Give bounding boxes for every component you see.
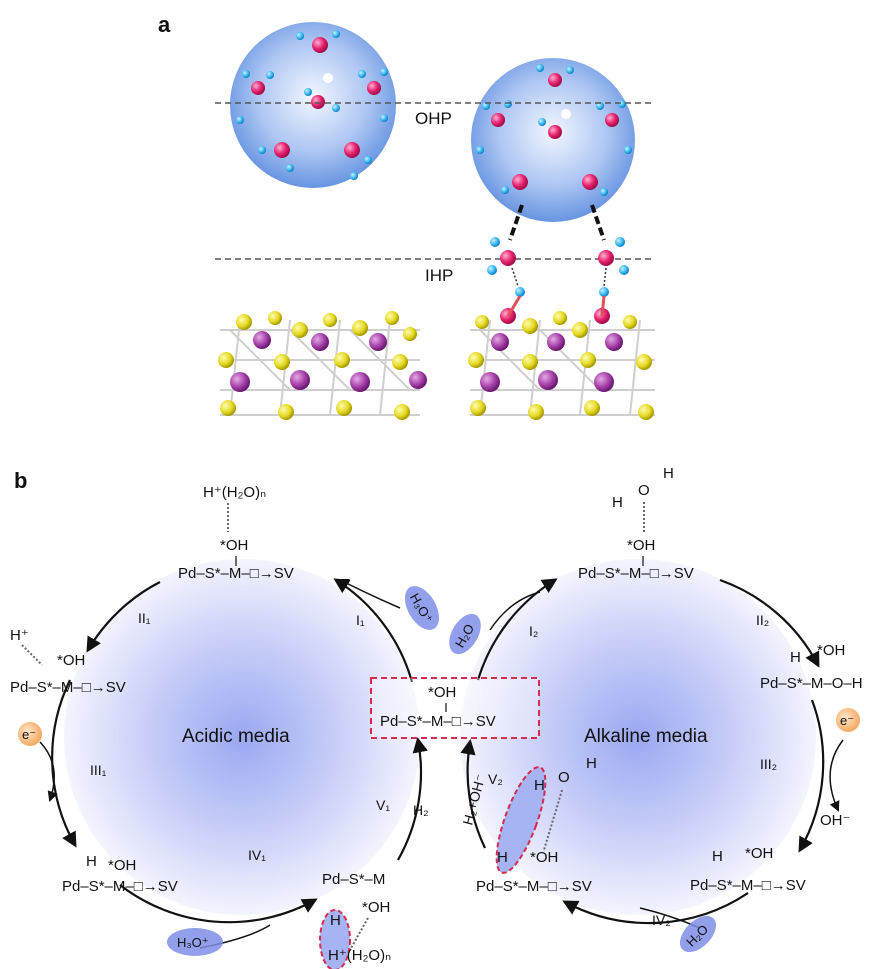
- alkaline-right-state: Pd–S*–M–O–H: [760, 675, 863, 692]
- acidic-left-hplus: H⁺: [10, 627, 29, 644]
- h-transfer-highlight: [319, 909, 351, 969]
- acidic-step-H2: H₂: [413, 802, 429, 818]
- svg-text:e⁻: e⁻: [840, 713, 854, 728]
- alkaline-arc-II: [719, 578, 820, 668]
- alkaline-step-I: I₂: [529, 623, 538, 639]
- alkaline-water-o: O: [638, 482, 650, 499]
- acidic-bottom-state: Pd–S*–M–□→SV: [62, 878, 178, 895]
- acidic-step-III: III₁: [90, 762, 107, 778]
- acidic-reagent-top: H₃O⁺: [404, 586, 440, 630]
- acidic-br-oh: *OH: [362, 899, 390, 916]
- alkaline-arc-III: [798, 699, 825, 853]
- alkaline-bl-oh: *OH: [530, 849, 558, 866]
- center-oh: *OH: [428, 684, 456, 701]
- alkaline-top-oh: *OH: [627, 537, 655, 554]
- catalyst-lattice-left: [220, 319, 420, 416]
- alkaline-arc-I: [476, 578, 558, 681]
- acidic-arc-IV: [119, 884, 318, 924]
- alkaline-bl-h3: H: [497, 849, 508, 866]
- panel-a-label: a: [158, 12, 171, 37]
- acidic-electron-badge: e⁻: [18, 722, 42, 746]
- acidic-h3o-input-arrow: [338, 579, 401, 609]
- hydrogen-bond: [508, 204, 524, 241]
- adsorbed-water: [487, 237, 629, 324]
- acidic-bottom-oh: *OH: [108, 857, 136, 874]
- alkaline-bottom-state: Pd–S*–M–□→SV: [690, 877, 806, 894]
- alkaline-h2o-arrow: [489, 591, 541, 631]
- alkaline-step-II: II₂: [756, 612, 769, 628]
- acidic-electron-arrow: [39, 741, 58, 802]
- alkaline-step-IV: IV₂: [652, 912, 671, 928]
- alkaline-step-III: III₂: [760, 756, 777, 772]
- alkaline-right-oh: *OH: [817, 642, 845, 659]
- svg-text:e⁻: e⁻: [22, 727, 36, 742]
- acidic-br-h: H: [330, 912, 341, 929]
- acidic-left-oh: *OH: [57, 652, 85, 669]
- acidic-br-state: Pd–S*–M: [322, 871, 385, 888]
- alkaline-arc-V: [460, 738, 486, 849]
- h-transfer-highlight: [495, 766, 547, 874]
- alkaline-step-V: V₂: [488, 771, 503, 787]
- alkaline-bl-o: O: [558, 769, 570, 786]
- alkaline-top-state: Pd–S*–M–□→SV: [578, 565, 694, 582]
- acidic-br-hydronium: H⁺(H₂O)ₙ: [328, 947, 391, 964]
- alkaline-right-h: H: [790, 649, 801, 666]
- acidic-step-I: I₁: [356, 612, 365, 628]
- hydrogen-bond: [590, 204, 606, 241]
- acidic-arc-V: [397, 736, 428, 861]
- alkaline-bl-state: Pd–S*–M–□→SV: [476, 878, 592, 895]
- alkaline-oh-minus: OH⁻: [820, 812, 850, 829]
- ohp-label: OHP: [415, 109, 452, 128]
- acidic-reagent-bottom: H₃O⁺: [167, 928, 223, 956]
- acidic-arc-II: [86, 581, 161, 653]
- lattice-atoms-left: [218, 311, 427, 420]
- water-molecules-right: [476, 64, 632, 196]
- hydrated-cation-right: [471, 58, 635, 222]
- alkaline-water-h2: H: [663, 465, 674, 482]
- alkaline-water-h1: H: [612, 494, 623, 511]
- panel-b: b H⁺(H₂O)ₙ *OH Pd–S*–M–□→SV H⁺ *OH Pd–S*: [10, 465, 863, 969]
- hydrated-cation-left: [230, 22, 396, 188]
- ihp-label: IHP: [425, 266, 453, 285]
- acidic-step-V: V₁: [376, 797, 390, 813]
- alkaline-media-title: Alkaline media: [584, 726, 708, 747]
- center-state: Pd–S*–M–□→SV: [380, 713, 496, 730]
- acidic-top-hydronium: H⁺(H₂O)ₙ: [203, 484, 266, 501]
- acidic-bottom-h: H: [86, 853, 97, 870]
- water-molecules-left: [236, 30, 388, 180]
- alkaline-bl-h2: H: [586, 755, 597, 772]
- acidic-step-II: II₁: [138, 610, 151, 626]
- alkaline-reagent-top: H₂O: [449, 613, 481, 655]
- acidic-step-IV: IV₁: [248, 847, 266, 863]
- alkaline-bl-h1: H: [534, 777, 545, 794]
- panel-b-label: b: [14, 468, 27, 493]
- alkaline-bottom-oh: *OH: [745, 845, 773, 862]
- acidic-top-state: Pd–S*–M–□→SV: [178, 565, 294, 582]
- catalyst-lattice-right: [470, 319, 655, 416]
- panel-a: a: [158, 12, 655, 420]
- alkaline-cycle-background: [460, 559, 816, 915]
- acidic-top-oh: *OH: [220, 537, 248, 554]
- alkaline-electron-badge: e⁻: [836, 708, 860, 732]
- alkaline-bottom-h: H: [712, 848, 723, 865]
- acidic-left-state: Pd–S*–M–□→SV: [10, 679, 126, 696]
- shared-intermediate-box: [370, 677, 540, 739]
- alkaline-arc-IV: [562, 892, 749, 925]
- acidic-media-title: Acidic media: [182, 726, 290, 747]
- lattice-atoms-right: [468, 311, 654, 420]
- alkaline-electron-arrow: [829, 739, 844, 812]
- acidic-cycle-background: [64, 559, 420, 915]
- svg-text:H₃O⁺: H₃O⁺: [177, 935, 209, 950]
